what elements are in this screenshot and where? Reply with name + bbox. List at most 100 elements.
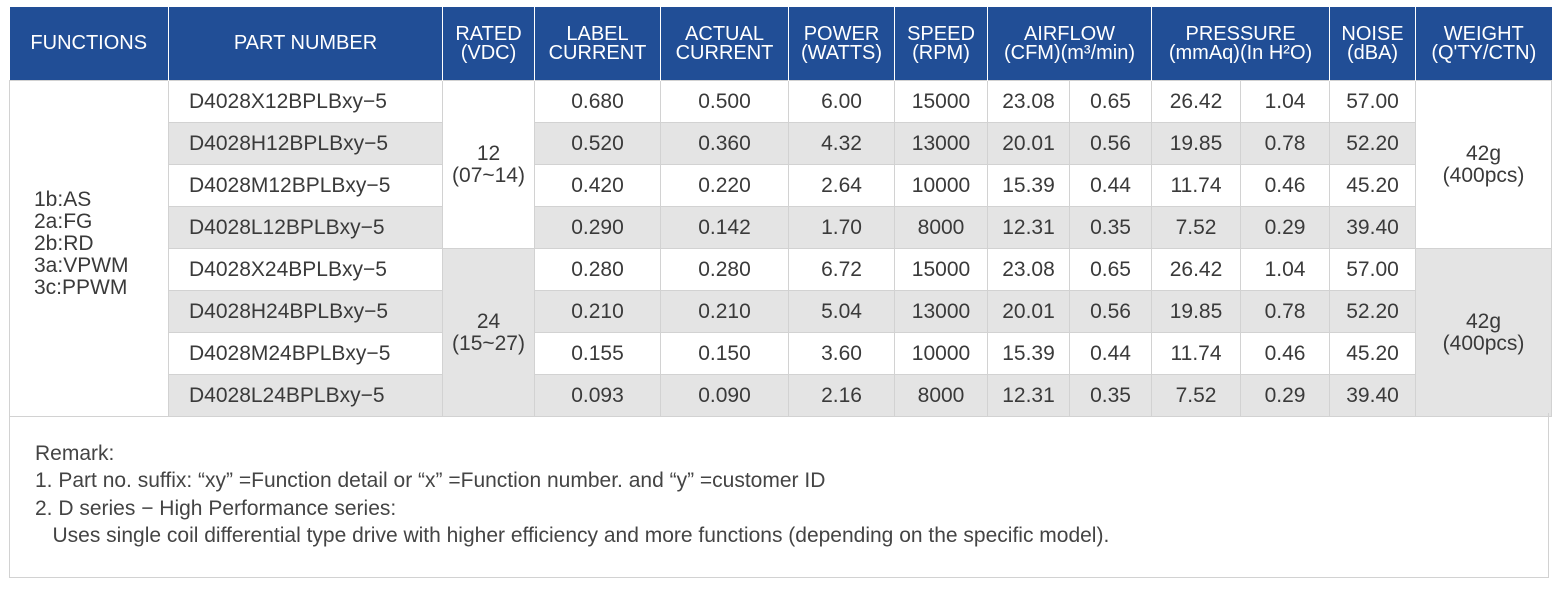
noise-cell: 39.40: [1329, 206, 1417, 249]
airflow-m3-cell: 0.35: [1068, 374, 1153, 417]
part-number-cell: D4028H12BPLBxy−5: [168, 122, 443, 165]
function-item: 1b:AS: [34, 188, 92, 211]
airflow-cfm-cell: 23.08: [987, 248, 1070, 291]
label-current-cell: 0.155: [534, 332, 661, 375]
label-current-cell: 0.420: [534, 164, 661, 207]
power-cell: 4.32: [788, 122, 895, 165]
airflow-m3-cell: 0.56: [1068, 290, 1153, 333]
header-part-number: PART NUMBER: [168, 7, 443, 81]
airflow-m3-cell: 0.44: [1068, 332, 1153, 375]
pressure-inh2o-cell: 1.04: [1240, 248, 1331, 291]
pressure-mmaq-cell: 11.74: [1151, 164, 1242, 207]
pressure-mmaq-cell: 11.74: [1151, 332, 1242, 375]
pressure-mmaq-cell: 19.85: [1151, 290, 1242, 333]
pressure-inh2o-cell: 0.29: [1240, 374, 1331, 417]
airflow-m3-cell: 0.35: [1068, 206, 1153, 249]
power-cell: 5.04: [788, 290, 895, 333]
header-functions: FUNCTIONS: [9, 7, 169, 81]
speed-cell: 15000: [894, 248, 988, 291]
header-noise: NOISE (dBA): [1329, 7, 1417, 81]
label-current-cell: 0.290: [534, 206, 661, 249]
actual-current-cell: 0.500: [660, 80, 789, 123]
function-item: 3c:PPWM: [34, 276, 128, 299]
header-pressure: PRESSURE (mmAq)(In H²O): [1151, 7, 1331, 81]
label-current-cell: 0.520: [534, 122, 661, 165]
rated-voltage-cell: 24 (15~27): [442, 248, 535, 417]
part-number-cell: D4028H24BPLBxy−5: [168, 290, 443, 333]
functions-cell: 1b:AS 2a:FG 2b:RD 3a:VPWM 3c:PPWM: [9, 80, 169, 417]
speed-cell: 10000: [894, 332, 988, 375]
power-cell: 2.16: [788, 374, 895, 417]
actual-current-cell: 0.150: [660, 332, 789, 375]
power-cell: 6.00: [788, 80, 895, 123]
weight-cell: 42g (400pcs): [1415, 80, 1553, 249]
weight-cell: 42g (400pcs): [1415, 248, 1553, 417]
airflow-cfm-cell: 15.39: [987, 164, 1070, 207]
noise-cell: 52.20: [1329, 290, 1417, 333]
table-row: D4028H24BPLBxy−5 0.210 0.210 5.04 13000 …: [10, 290, 1552, 333]
table-row: D4028M12BPLBxy−5 0.420 0.220 2.64 10000 …: [10, 164, 1552, 207]
pressure-mmaq-cell: 19.85: [1151, 122, 1242, 165]
remark-line: 1. Part no. suffix: “xy” =Function detai…: [35, 469, 826, 492]
pressure-inh2o-cell: 0.78: [1240, 290, 1331, 333]
header-row: FUNCTIONS PART NUMBER RATED (VDC) LABEL CU…: [9, 7, 1552, 81]
power-cell: 1.70: [788, 206, 895, 249]
header-speed: SPEED (RPM): [894, 7, 988, 81]
header-power: POWER (WATTS): [788, 7, 895, 81]
pressure-mmaq-cell: 26.42: [1151, 80, 1242, 123]
label-current-cell: 0.210: [534, 290, 661, 333]
airflow-m3-cell: 0.65: [1068, 80, 1153, 123]
speed-cell: 13000: [894, 122, 988, 165]
speed-cell: 15000: [894, 80, 988, 123]
pressure-mmaq-cell: 7.52: [1151, 206, 1242, 249]
airflow-m3-cell: 0.65: [1068, 248, 1153, 291]
airflow-cfm-cell: 20.01: [987, 290, 1070, 333]
actual-current-cell: 0.210: [660, 290, 789, 333]
spec-table: FUNCTIONS PART NUMBER RATED (VDC) LABEL CU…: [9, 7, 1553, 417]
airflow-m3-cell: 0.56: [1068, 122, 1153, 165]
table-row: D4028M24BPLBxy−5 0.155 0.150 3.60 10000 …: [10, 332, 1552, 375]
table-row: D4028L12BPLBxy−5 0.290 0.142 1.70 8000 1…: [10, 206, 1552, 249]
part-number-cell: D4028L12BPLBxy−5: [168, 206, 443, 249]
table-row: D4028H12BPLBxy−5 0.520 0.360 4.32 13000 …: [10, 122, 1552, 165]
power-cell: 2.64: [788, 164, 895, 207]
airflow-m3-cell: 0.44: [1068, 164, 1153, 207]
remark-line: 2. D series − High Performance series:: [35, 497, 397, 520]
airflow-cfm-cell: 20.01: [987, 122, 1070, 165]
speed-cell: 13000: [894, 290, 988, 333]
noise-cell: 57.00: [1329, 248, 1417, 291]
airflow-cfm-cell: 12.31: [987, 206, 1070, 249]
pressure-mmaq-cell: 26.42: [1151, 248, 1242, 291]
actual-current-cell: 0.090: [660, 374, 789, 417]
noise-cell: 45.20: [1329, 164, 1417, 207]
speed-cell: 8000: [894, 206, 988, 249]
function-item: 3a:VPWM: [34, 254, 129, 277]
remarks-box: Remark: 1. Part no. suffix: “xy” =Functi…: [9, 413, 1549, 578]
header-weight: WEIGHT (Q'TY/CTN): [1415, 7, 1552, 81]
label-current-cell: 0.680: [534, 80, 661, 123]
noise-cell: 57.00: [1329, 80, 1417, 123]
part-number-cell: D4028M12BPLBxy−5: [168, 164, 443, 207]
header-label-current: LABEL CURRENT: [534, 7, 661, 81]
header-actual-current: ACTUAL CURRENT: [660, 7, 789, 81]
part-number-cell: D4028X12BPLBxy−5: [168, 80, 443, 123]
rated-voltage-cell: 12 (07~14): [442, 80, 535, 249]
pressure-mmaq-cell: 7.52: [1151, 374, 1242, 417]
remark-line: Uses single coil differential type drive…: [35, 524, 1110, 547]
pressure-inh2o-cell: 0.46: [1240, 332, 1331, 375]
header-airflow: AIRFLOW (CFM)(m³/min): [986, 7, 1153, 81]
noise-cell: 52.20: [1329, 122, 1417, 165]
pressure-inh2o-cell: 0.78: [1240, 122, 1331, 165]
table-row: 1b:AS 2a:FG 2b:RD 3a:VPWM 3c:PPWM D4028X…: [9, 80, 1553, 417]
actual-current-cell: 0.360: [660, 122, 789, 165]
remark-heading: Remark:: [35, 442, 115, 465]
actual-current-cell: 0.142: [660, 206, 789, 249]
speed-cell: 8000: [894, 374, 988, 417]
part-number-cell: D4028L24BPLBxy−5: [168, 374, 443, 417]
airflow-cfm-cell: 12.31: [987, 374, 1070, 417]
label-current-cell: 0.093: [534, 374, 661, 417]
speed-cell: 10000: [894, 164, 988, 207]
header-rated: RATED (VDC): [442, 7, 535, 81]
table-row: D4028X24BPLBxy−5 24 (15~27) 0.280 0.280 6…: [10, 248, 1553, 417]
power-cell: 3.60: [788, 332, 895, 375]
